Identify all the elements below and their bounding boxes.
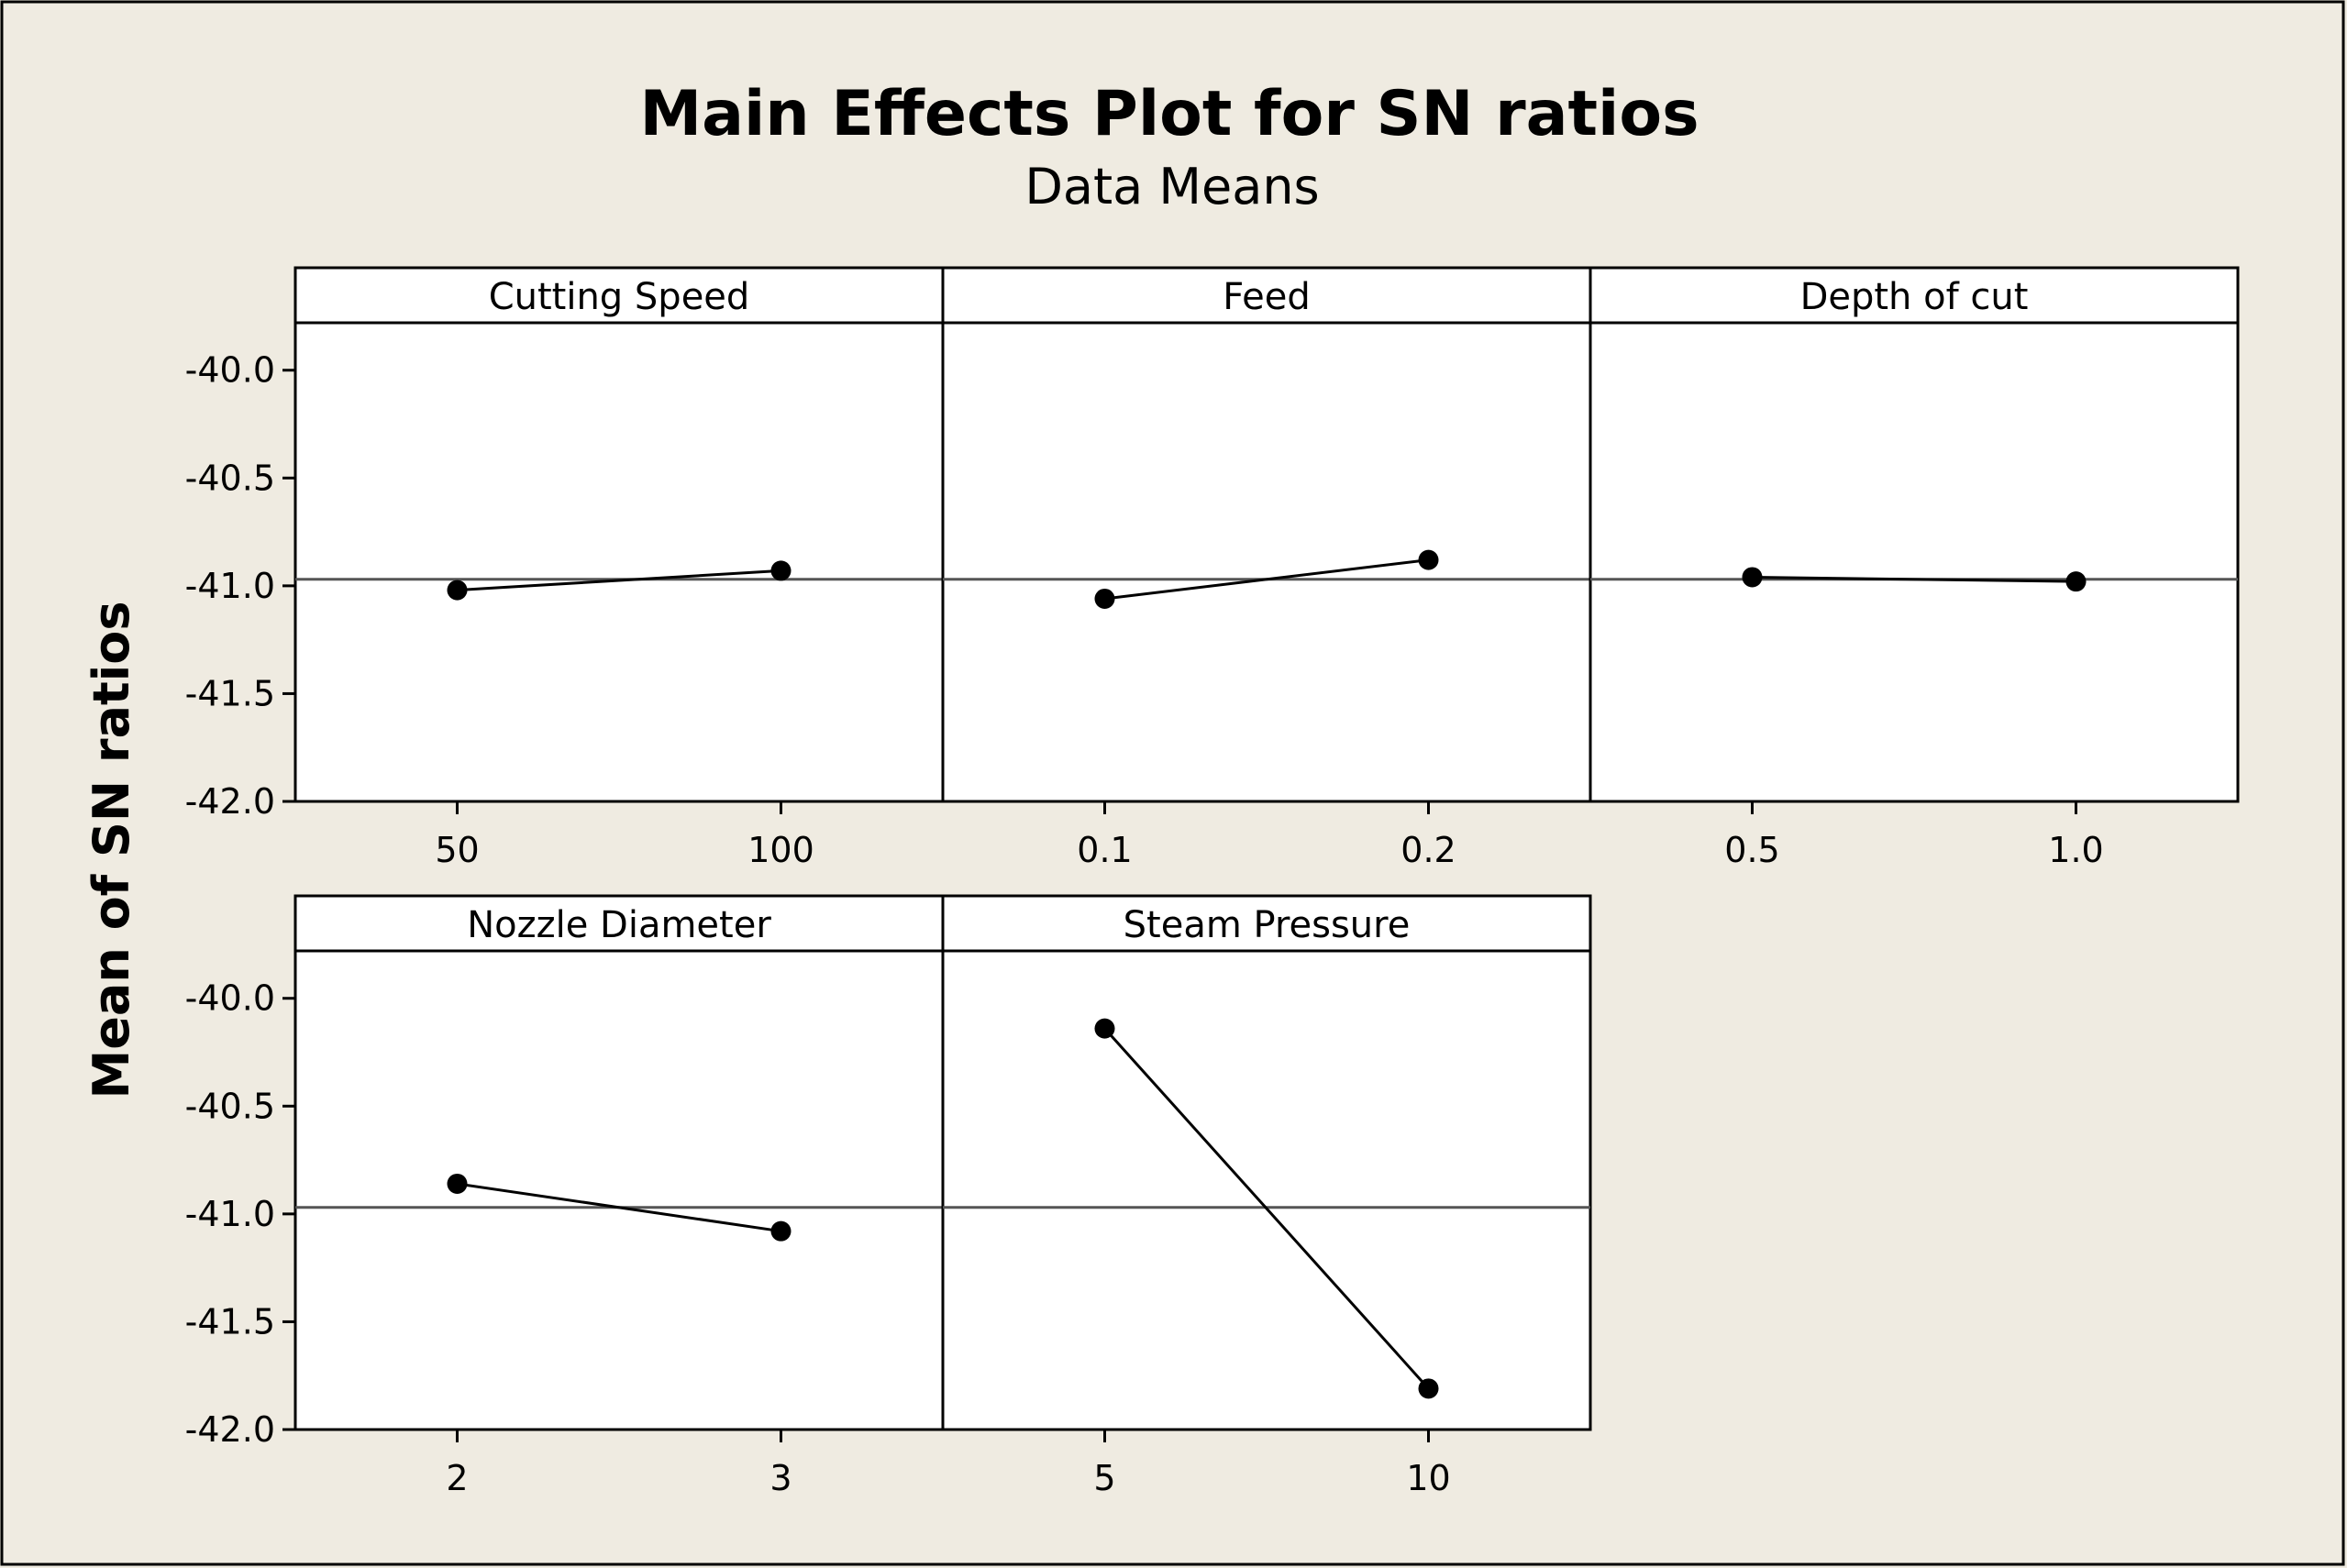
panel-frame xyxy=(293,894,945,1431)
x-tick-label: 5 xyxy=(1093,1458,1115,1498)
chart-title: Main Effects Plot for SN ratios xyxy=(639,78,1699,150)
panel-title: Cutting Speed xyxy=(489,276,750,318)
x-tick-label: 100 xyxy=(747,830,814,870)
chart-subtitle: Data Means xyxy=(1024,158,1319,215)
y-tick-label: -41.5 xyxy=(185,673,275,713)
panel-steam-pressure: Steam Pressure 5 10 xyxy=(941,894,1592,1498)
data-point xyxy=(447,580,468,601)
data-point xyxy=(1094,1018,1115,1039)
panel-nozzle-diameter: Nozzle Diameter -40.0 -40.5 -41.0 -41.5 -42.0… xyxy=(185,894,945,1498)
data-point xyxy=(1094,588,1115,609)
x-tick-label: 0.1 xyxy=(1077,830,1132,870)
y-tick-label: -41.0 xyxy=(185,1194,275,1234)
y-tick-label: -41.5 xyxy=(185,1301,275,1342)
y-tick-label: -42.0 xyxy=(185,1409,275,1450)
panel-feed: Feed 0.1 0.2 xyxy=(941,266,1592,870)
data-point xyxy=(1418,1378,1439,1399)
data-point xyxy=(447,1173,468,1194)
series-line xyxy=(1104,558,1429,601)
series-line xyxy=(457,569,781,592)
x-tick-label: 3 xyxy=(769,1458,792,1498)
x-tick-label: 0.5 xyxy=(1724,830,1779,870)
series-line xyxy=(1752,575,2076,583)
data-point xyxy=(2065,571,2087,592)
y-tick-label: -40.5 xyxy=(185,1086,275,1126)
y-tick-label: -40.0 xyxy=(185,350,275,391)
y-tick-label: -40.5 xyxy=(185,458,275,498)
y-tick-label: -41.0 xyxy=(185,566,275,606)
panel-frame xyxy=(293,266,945,803)
data-point xyxy=(1418,549,1439,570)
panel-frame xyxy=(941,894,1592,1431)
panel-cutting-speed: Cutting Speed -40.0 -40.5 -41.0 -41.5 -42.0 50… xyxy=(185,266,945,870)
y-tick-label: -42.0 xyxy=(185,781,275,822)
data-point xyxy=(770,560,792,581)
x-tick-label: 0.2 xyxy=(1400,830,1456,870)
panel-title: Nozzle Diameter xyxy=(467,904,771,946)
series-line xyxy=(1103,1027,1430,1390)
data-point xyxy=(1742,567,1763,588)
panel-depth-of-cut: Depth of cut 0.5 1.0 xyxy=(1589,266,2240,870)
x-tick-label: 10 xyxy=(1406,1458,1450,1498)
data-point xyxy=(770,1220,792,1242)
panel-title: Feed xyxy=(1223,276,1310,318)
series-line xyxy=(457,1182,781,1233)
x-tick-label: 1.0 xyxy=(2048,830,2103,870)
panels-layer: Cutting Speed-40.0-40.5-41.0-41.5-42.050… xyxy=(185,266,2240,1498)
panel-title: Depth of cut xyxy=(1800,276,2029,318)
x-tick-label: 50 xyxy=(435,830,479,870)
y-axis-label: Mean of SN ratios xyxy=(83,602,140,1099)
panel-frame xyxy=(941,266,1592,803)
panel-frame xyxy=(1589,266,2240,803)
y-tick-label: -40.0 xyxy=(185,978,275,1019)
x-tick-label: 2 xyxy=(446,1458,468,1498)
panel-title: Steam Pressure xyxy=(1124,904,1411,946)
